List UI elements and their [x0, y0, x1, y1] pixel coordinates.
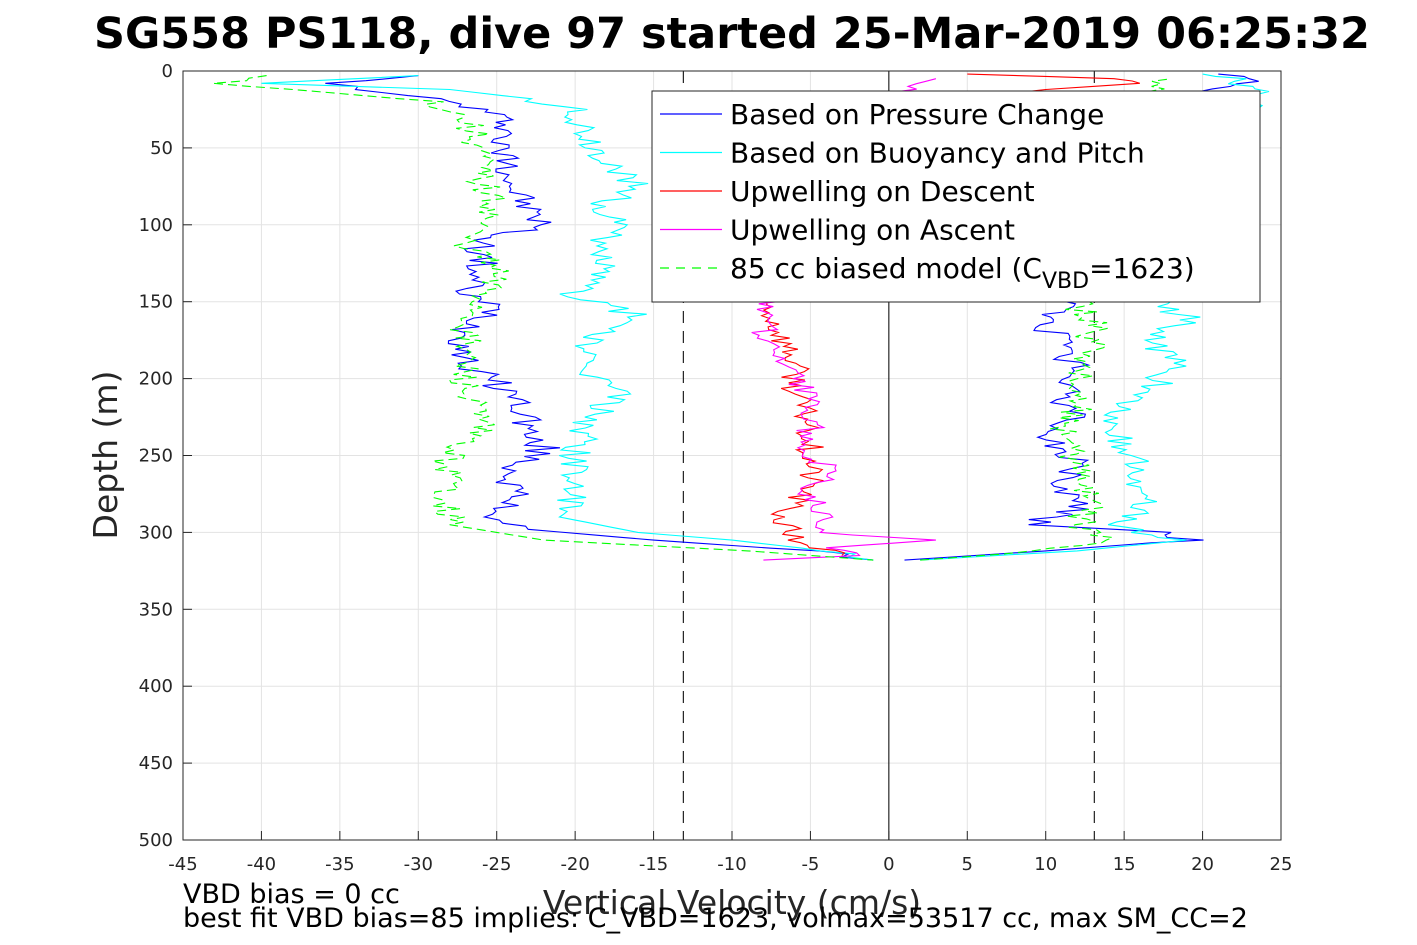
- y-tick-label: 50: [150, 138, 173, 159]
- x-tick-label: 20: [1191, 854, 1214, 875]
- x-tick-label: 0: [883, 854, 894, 875]
- y-tick-label: 0: [162, 61, 173, 82]
- x-tick-label: -25: [482, 854, 511, 875]
- best-fit-note: best fit VBD bias=85 implies: C_VBD=1623…: [183, 903, 1248, 934]
- legend-label: Based on Pressure Change: [730, 98, 1104, 131]
- x-tick-label: -5: [801, 854, 819, 875]
- x-tick-label: -45: [168, 854, 197, 875]
- x-tick-label: -15: [639, 854, 668, 875]
- y-tick-label: 450: [139, 753, 173, 774]
- series-line-2-descent: [261, 75, 874, 561]
- legend-label: Upwelling on Descent: [730, 175, 1035, 208]
- y-axis-label: Depth (m): [86, 371, 125, 540]
- x-tick-label: -30: [404, 854, 433, 875]
- x-axis-ticks: -45 -40 -35 -30 -25 -20 -15 -10 -5 0 5 10 15 20 25: [168, 831, 1292, 875]
- x-tick-label: 15: [1113, 854, 1136, 875]
- chart-title: SG558 PS118, dive 97 started 25-Mar-2019…: [94, 9, 1370, 59]
- x-tick-label: -10: [717, 854, 746, 875]
- legend-box: [651, 90, 1261, 303]
- series-line-5-descent: [212, 75, 874, 561]
- x-axis-label: Vertical Velocity (cm/s): [543, 883, 921, 922]
- y-tick-label: 150: [139, 292, 173, 313]
- y-tick-label: 500: [139, 830, 173, 851]
- y-tick-label: 350: [139, 599, 173, 620]
- y-tick-label: 400: [139, 676, 173, 697]
- legend: Based on Pressure Change Based on Buoyanc…: [651, 90, 1261, 303]
- x-tick-label: 25: [1270, 854, 1293, 875]
- legend-label: Based on Buoyancy and Pitch: [730, 137, 1145, 170]
- y-axis-ticks: 0 50 100 150 200 250 300 350 400 450 500: [139, 61, 192, 851]
- x-tick-label: 5: [962, 854, 973, 875]
- x-tick-label: -20: [560, 854, 589, 875]
- x-tick-label: 10: [1034, 854, 1057, 875]
- y-tick-label: 100: [139, 215, 173, 236]
- y-tick-label: 250: [139, 446, 173, 467]
- y-tick-label: 300: [139, 522, 173, 543]
- x-tick-label: -35: [325, 854, 354, 875]
- series-line-1-descent: [325, 75, 874, 561]
- vbd-bias-note: VBD bias = 0 cc: [183, 879, 400, 910]
- y-tick-label: 200: [139, 369, 173, 390]
- legend-label: Upwelling on Ascent: [730, 214, 1015, 247]
- x-tick-label: -40: [247, 854, 276, 875]
